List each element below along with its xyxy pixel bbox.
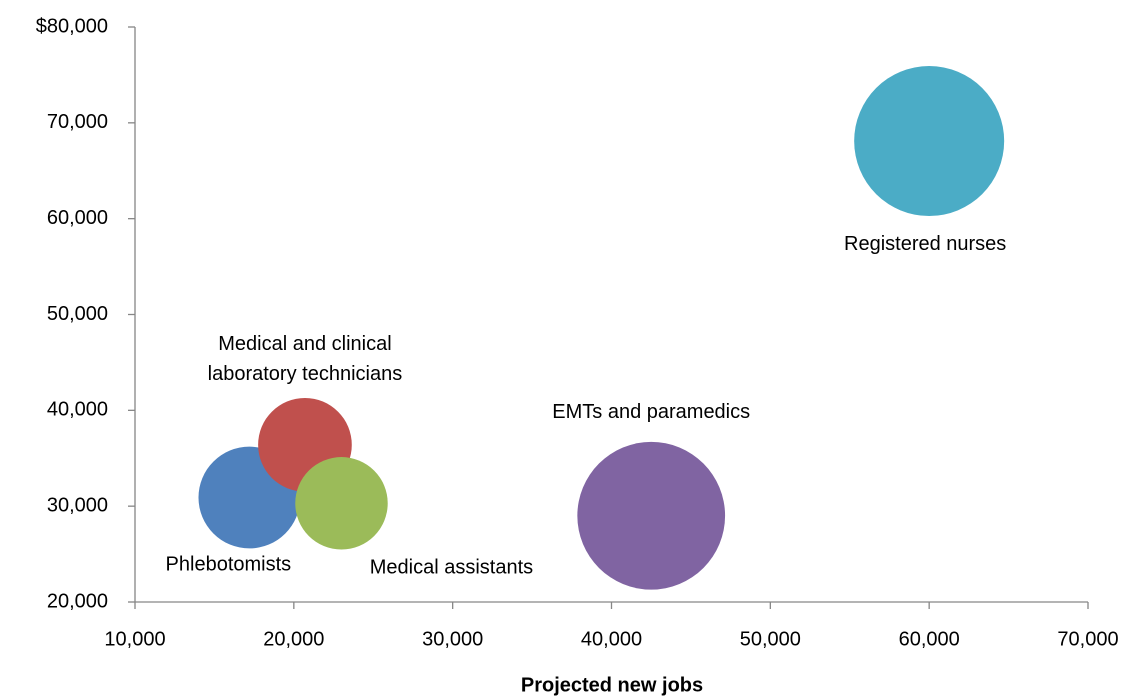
bubble (854, 66, 1005, 217)
y-tick-label: 20,000 (47, 590, 108, 612)
bubble-label: Medical assistants (370, 557, 533, 579)
y-tick-label: 40,000 (47, 399, 108, 421)
x-tick-label: 30,000 (422, 628, 483, 650)
bubble-label: EMTs and paramedics (552, 401, 750, 423)
bubble-label: Medical and clinical laboratory technicia… (208, 333, 403, 385)
x-tick-label: 20,000 (263, 628, 324, 650)
y-tick-label: 70,000 (47, 111, 108, 133)
x-tick-label: 50,000 (740, 628, 801, 650)
bubble-label: Phlebotomists (166, 554, 292, 576)
y-tick-label: $80,000 (36, 15, 108, 37)
x-tick-label: 40,000 (581, 628, 642, 650)
bubble (295, 457, 388, 550)
x-axis-title: Projected new jobs (521, 674, 703, 696)
x-tick-label: 70,000 (1057, 628, 1118, 650)
y-tick-label: 50,000 (47, 303, 108, 325)
x-tick-label: 60,000 (899, 628, 960, 650)
y-tick-label: 30,000 (47, 494, 108, 516)
bubble (577, 441, 726, 590)
y-tick-label: 60,000 (47, 207, 108, 229)
x-tick-label: 10,000 (104, 628, 165, 650)
bubble-label: Registered nurses (844, 233, 1006, 255)
